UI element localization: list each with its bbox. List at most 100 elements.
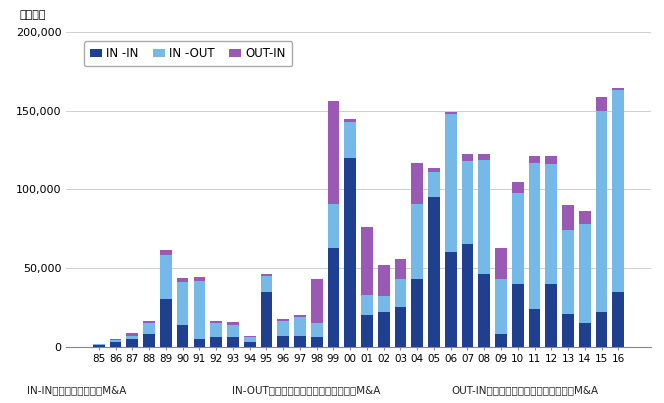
Bar [244,342,256,347]
Bar [545,164,557,284]
Bar [160,256,172,299]
Bar [596,312,608,347]
Bar [93,345,105,347]
Bar [495,247,507,279]
Bar [294,336,306,347]
Bar [244,337,256,342]
Bar [512,284,524,347]
Bar [361,227,373,295]
Bar [612,90,624,292]
Bar [126,336,138,339]
Bar [294,315,306,317]
Bar [160,299,172,347]
Bar [93,344,105,345]
Bar [579,224,591,323]
Bar [110,342,122,347]
Bar [311,337,323,347]
Bar [495,279,507,334]
Bar [612,292,624,347]
Bar [394,259,406,279]
Bar [177,282,189,324]
Bar [562,230,574,314]
Bar [461,154,473,161]
Bar [345,119,356,122]
Bar [110,340,122,342]
Bar [244,336,256,337]
Bar [278,336,289,347]
Bar [210,323,222,337]
Bar [378,296,390,312]
Bar [596,97,608,111]
Bar [428,168,440,172]
Bar [461,161,473,244]
Bar [378,265,390,296]
Bar [512,181,524,193]
Bar [612,88,624,90]
Bar [227,324,239,337]
Bar [227,322,239,324]
Bar [445,114,457,252]
Bar [411,279,423,347]
Bar [260,292,272,347]
Bar [545,284,557,347]
Bar [478,154,490,160]
Bar [596,111,608,312]
Bar [143,334,155,347]
Bar [562,205,574,230]
Bar [411,163,423,204]
Bar [545,156,557,164]
Bar [428,172,440,197]
Bar [311,323,323,337]
Bar [260,276,272,292]
Bar [177,324,189,347]
Bar [478,160,490,274]
Bar [110,339,122,340]
Bar [361,295,373,315]
Bar [327,247,339,347]
Bar [361,315,373,347]
Bar [126,339,138,347]
Bar [193,276,205,280]
Text: （億円）: （億円） [20,10,46,20]
Bar [327,204,339,247]
Bar [579,323,591,347]
Bar [143,321,155,323]
Bar [394,307,406,347]
Bar [278,322,289,336]
Bar [461,244,473,347]
Bar [193,280,205,339]
Bar [562,314,574,347]
Bar [394,279,406,307]
Bar [177,278,189,282]
Bar [210,321,222,323]
Bar [311,279,323,323]
Bar [126,333,138,336]
Bar [445,112,457,114]
Bar [529,309,540,347]
Bar [411,204,423,279]
Bar [193,339,205,347]
Bar [428,197,440,347]
Bar [378,312,390,347]
Bar [143,323,155,334]
Bar [529,163,540,309]
Bar [260,274,272,276]
Bar [160,250,172,256]
Bar [512,193,524,284]
Text: OUT-IN：外国企楪による日本企楪へのM&A: OUT-IN：外国企楪による日本企楪へのM&A [452,385,599,395]
Bar [210,337,222,347]
Text: IN-OUT：日本企楪による外国企楪へのM&A: IN-OUT：日本企楪による外国企楪へのM&A [232,385,380,395]
Bar [278,319,289,322]
Bar [227,337,239,347]
Bar [478,274,490,347]
Bar [327,102,339,204]
Text: IN-IN：日本企楪同士のM&A: IN-IN：日本企楪同士のM&A [27,385,126,395]
Bar [445,252,457,347]
Bar [579,212,591,224]
Bar [529,156,540,163]
Bar [345,158,356,347]
Legend: IN -IN, IN -OUT, OUT-IN: IN -IN, IN -OUT, OUT-IN [84,41,292,66]
Bar [495,334,507,347]
Bar [345,122,356,158]
Bar [294,317,306,336]
